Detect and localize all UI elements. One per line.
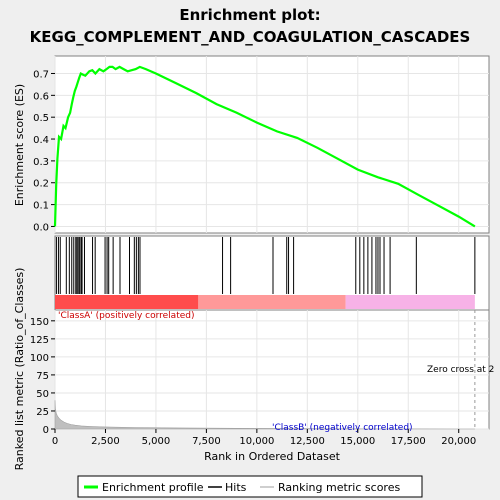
metric-y-tick-label: 100 xyxy=(30,353,49,364)
x-tick-label: 10,000 xyxy=(239,436,274,447)
es-y-tick-label: 0.1 xyxy=(33,201,49,212)
es-y-tick-label: 0.2 xyxy=(33,179,49,190)
enrichment-profile-line xyxy=(53,65,476,228)
zero-cross-label: Zero cross at 2 xyxy=(427,365,494,375)
metric-y-axis: 0 25 50 75 100 125 150 xyxy=(30,317,55,436)
legend-label-hits: Hits xyxy=(225,481,247,494)
legend-label-enrichment: Enrichment profile xyxy=(102,481,204,494)
metric-y-tick-label: 150 xyxy=(30,317,49,328)
es-gridlines xyxy=(54,56,489,233)
ranking-color-bar xyxy=(55,295,475,309)
metric-y-tick-label: 75 xyxy=(36,371,49,382)
metric-plot-area xyxy=(54,309,490,430)
metric-y-tick-label: 50 xyxy=(36,389,49,400)
class-a-label: 'ClassA' (positively correlated) xyxy=(58,311,195,321)
es-y-tick-label: 0.7 xyxy=(33,69,49,80)
es-y-axis: 0.0 0.1 0.2 0.3 0.4 0.5 0.6 0.7 xyxy=(33,69,55,233)
x-axis: 0 2,500 5,000 7,500 10,000 12,500 15,000 17,500… xyxy=(52,429,476,447)
chart-subtitle: KEGG_COMPLEMENT_AND_COAGULATION_CASCADES xyxy=(30,28,471,46)
x-tick-label: 17,500 xyxy=(391,436,426,447)
hit-marks xyxy=(55,237,476,294)
x-tick-label: 7,500 xyxy=(192,436,221,447)
es-y-axis-label: Enrichment score (ES) xyxy=(13,84,26,206)
x-tick-label: 5,000 xyxy=(142,436,171,447)
x-tick-label: 20,000 xyxy=(441,436,476,447)
x-tick-label: 2,500 xyxy=(91,436,120,447)
es-y-tick-label: 0.6 xyxy=(33,91,49,102)
x-tick-label: 15,000 xyxy=(340,436,375,447)
metric-y-tick-label: 125 xyxy=(30,335,49,346)
legend-label-metric: Ranking metric scores xyxy=(278,481,400,494)
x-axis-label: Rank in Ordered Dataset xyxy=(204,450,341,463)
ranking-bar-segment xyxy=(198,295,346,309)
ranking-bar-segment xyxy=(345,295,475,309)
legend-box xyxy=(77,475,423,498)
metric-y-tick-label: 25 xyxy=(36,407,49,418)
es-y-tick-label: 0.5 xyxy=(33,113,49,124)
es-y-tick-label: 0.4 xyxy=(33,135,49,146)
es-y-tick-label: 0.3 xyxy=(33,157,49,168)
x-tick-label: 12,500 xyxy=(290,436,325,447)
es-plot-area xyxy=(54,55,490,234)
ranking-metric-area xyxy=(54,400,475,430)
class-b-label: 'ClassB' (negatively correlated) xyxy=(272,423,413,433)
metric-y-axis-label: Ranked list metric (Ratio_of_Classes) xyxy=(13,268,26,471)
chart-title: Enrichment plot: xyxy=(179,6,320,24)
es-y-tick-label: 0.0 xyxy=(33,222,49,233)
metric-y-tick-label: 0 xyxy=(43,425,49,436)
ranking-bar-segment xyxy=(55,295,199,309)
x-tick-label: 0 xyxy=(52,436,58,447)
